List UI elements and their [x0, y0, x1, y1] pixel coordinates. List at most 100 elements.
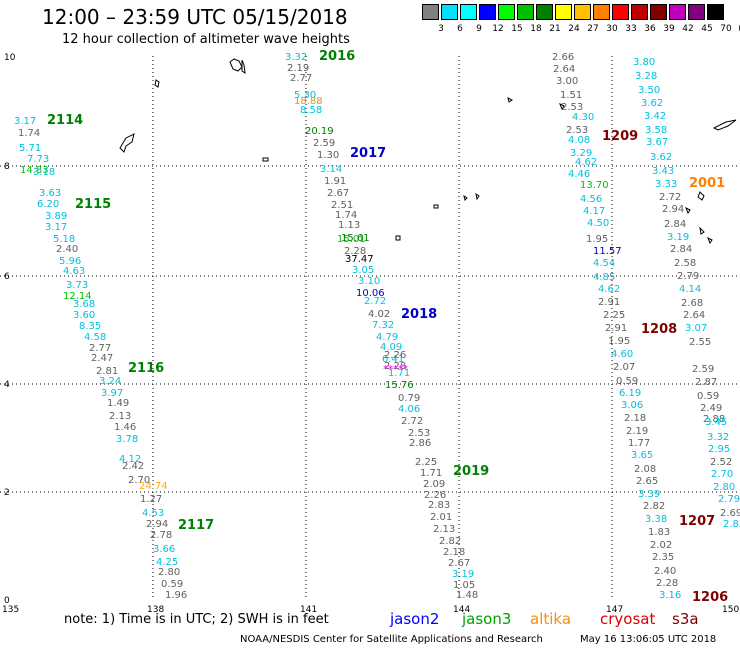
longitude-tick-label: 147: [606, 605, 623, 615]
wave-height-value: 3.00: [556, 76, 578, 87]
wave-height-value: 4.06: [398, 404, 420, 415]
wave-height-value: 4.62: [575, 157, 597, 168]
wave-height-value: 14.83: [20, 165, 49, 176]
orbit-track-labels: 2016 2114 2115 2116 2117 2017 2018 2019 1209 1208…: [47, 49, 728, 605]
wave-height-value: 1.48: [456, 590, 478, 601]
island-shape: [395, 235, 401, 241]
wave-height-value: 1.95: [608, 336, 630, 347]
island-shape: [697, 191, 705, 201]
wave-height-value: 3.62: [650, 152, 672, 163]
wave-height-value: 2.81: [96, 366, 118, 377]
island-shape: [262, 157, 269, 162]
wave-height-value: 2.69: [720, 508, 740, 519]
wave-height-value: 4.54: [593, 258, 615, 269]
wave-height-value: 3.63: [39, 188, 61, 199]
scale-swatch: [574, 4, 591, 20]
wave-height-value: 15.61: [341, 233, 370, 244]
wave-height-value: 2.01: [430, 512, 452, 523]
wave-height-value: 3.39: [638, 489, 660, 500]
island-shape: [463, 194, 468, 201]
scale-swatch: [422, 4, 439, 20]
wave-height-value: 2.91: [598, 297, 620, 308]
wave-height-value: 2.84: [670, 244, 692, 255]
wave-height-value: 2.47: [91, 353, 113, 364]
scale-label: 15: [511, 24, 523, 34]
scale-label: 24: [568, 24, 580, 34]
wave-height-value: 2.26: [384, 350, 406, 361]
wave-height-value: 1.49: [107, 398, 129, 409]
orbit-track-label: 1206: [692, 590, 728, 605]
wave-height-value: 1.27: [140, 494, 162, 505]
wave-height-value: 4.85: [593, 272, 615, 283]
mission-label: jason2: [390, 610, 440, 628]
orbit-track-label: 2001: [689, 176, 725, 191]
scale-label: (ft): [734, 24, 740, 34]
wave-height-value: 2.82: [643, 501, 665, 512]
wave-height-value: 3.43: [652, 166, 674, 177]
wave-height-value: 3.97: [101, 388, 123, 399]
wave-height-value: 3.50: [638, 85, 660, 96]
wave-height-value: 3.66: [153, 544, 175, 555]
wave-height-readings: 3.322.192.775.3018.888.5820.192.591.303.…: [0, 0, 740, 601]
wave-height-value: 3.28: [635, 71, 657, 82]
wave-height-value: 3.32: [285, 52, 307, 63]
wave-height-value: 18.88: [294, 96, 323, 107]
island-outlines: [119, 58, 737, 245]
credit-text: NOAA/NESDIS Center for Satellite Applica…: [240, 634, 543, 645]
wave-height-value: 1.74: [335, 210, 357, 221]
wave-height-value: 3.42: [644, 111, 666, 122]
wave-height-value: 2.58: [674, 258, 696, 269]
wave-height-value: 2.25: [415, 457, 437, 468]
wave-height-value: 2.64: [553, 64, 575, 75]
wave-height-value: 3.06: [621, 400, 643, 411]
wave-height-value: 3.89: [45, 211, 67, 222]
island-shape: [685, 206, 691, 215]
latitude-tick-label: 8: [4, 162, 10, 172]
wave-height-value: 10.06: [356, 288, 385, 299]
wave-height-value: 2.70: [711, 469, 733, 480]
wave-height-value: 4.02: [368, 309, 390, 320]
wave-height-value: 2.09: [423, 479, 445, 490]
wave-height-value: 15.01: [337, 234, 366, 245]
wave-height-value: 6.20: [37, 199, 59, 210]
wave-height-value: 2.35: [652, 552, 674, 563]
wave-height-value: 2.94: [662, 204, 684, 215]
orbit-track-label: 2017: [350, 146, 386, 161]
scale-swatch: [536, 4, 553, 20]
wave-height-value: 5.71: [19, 143, 41, 154]
scale-swatch: [441, 4, 458, 20]
wave-height-value: 2.49: [700, 403, 722, 414]
wave-height-value: 2.80: [158, 567, 180, 578]
wave-height-value: 2.77: [89, 343, 111, 354]
wave-height-value: 3.58: [645, 125, 667, 136]
wave-height-value: 1.46: [114, 422, 136, 433]
wave-height-value: 2.42: [122, 461, 144, 472]
orbit-track-label: 2016: [319, 49, 355, 64]
wave-height-value: 2.80: [713, 482, 735, 493]
wave-height-value: 2.07: [613, 362, 635, 373]
wave-height-value: 1.96: [165, 590, 187, 601]
wave-height-value: 4.12: [119, 454, 141, 465]
wave-height-value: 2.18: [624, 413, 646, 424]
wave-height-value: 6.19: [619, 388, 641, 399]
wave-height-value: 8.35: [79, 321, 101, 332]
wave-height-value: 7.73: [27, 154, 49, 165]
wave-height-value: 2.40: [654, 566, 676, 577]
scale-swatch: [517, 4, 534, 20]
wave-height-value: 2.66: [552, 52, 574, 63]
wave-height-value: 5.30: [294, 90, 316, 101]
wave-height-value: *****: [383, 364, 408, 375]
wave-height-value: 2.85: [723, 519, 740, 530]
wave-height-value: 3.17: [45, 222, 67, 233]
wave-height-value: 2.62: [0, 0, 22, 3]
scale-label: 45: [701, 24, 713, 34]
orbit-track-label: 1208: [641, 322, 677, 337]
wave-height-value: 2.13: [433, 524, 455, 535]
latitude-tick-label: 2: [4, 488, 10, 498]
orbit-track-label: 1209: [602, 129, 638, 144]
wave-height-value: 2.83: [428, 500, 450, 511]
wave-height-value: 2.59: [313, 138, 335, 149]
scale-label: 9: [476, 24, 482, 34]
orbit-track-label: 1207: [679, 514, 715, 529]
wave-height-value: 0.59: [616, 376, 638, 387]
